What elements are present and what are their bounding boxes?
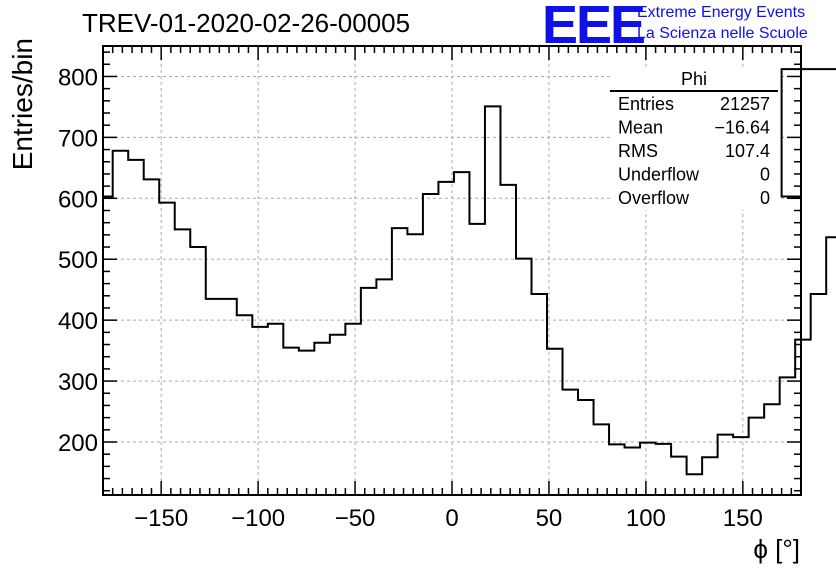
x-tick-labels: −150 −100 −50 0 50 100 150 <box>134 505 763 532</box>
logo-line-1: Extreme Energy Events <box>637 4 806 21</box>
stats-label: Mean <box>618 118 663 138</box>
x-tick-label: −150 <box>134 505 188 532</box>
y-tick-label: 600 <box>58 186 98 213</box>
x-axis-title: ϕ [°] <box>753 534 800 564</box>
y-tick-labels: 200 300 400 500 600 700 800 <box>58 64 98 457</box>
y-tick-label: 300 <box>58 369 98 396</box>
stats-value: 21257 <box>720 94 770 114</box>
logo-line-2: La Scienza nelle Scuole <box>637 25 808 42</box>
stats-label: Entries <box>618 94 674 114</box>
stats-box: Phi Entries 21257 Mean −16.64 RMS 107.4 Underfl… <box>610 68 778 210</box>
x-tick-label: 150 <box>723 505 763 532</box>
stats-label: Underflow <box>618 165 700 185</box>
stats-value: 107.4 <box>725 141 770 161</box>
x-tick-label: −50 <box>335 505 376 532</box>
y-tick-label: 800 <box>58 64 98 91</box>
y-tick-label: 200 <box>58 430 98 457</box>
histogram-title: TREV-01-2020-02-26-00005 <box>82 8 411 38</box>
y-tick-label: 400 <box>58 308 98 335</box>
histogram-line <box>103 68 836 476</box>
stats-value: 0 <box>760 165 770 185</box>
stats-box-name: Phi <box>681 69 707 89</box>
stats-value: −16.64 <box>714 118 770 138</box>
y-tick-label: 500 <box>58 247 98 274</box>
x-tick-label: 100 <box>626 505 666 532</box>
y-axis-title: Entries/bin <box>7 38 38 170</box>
x-tick-label: −100 <box>231 505 285 532</box>
stats-value: 0 <box>760 188 770 208</box>
y-tick-label: 700 <box>58 125 98 152</box>
x-tick-label: 50 <box>536 505 563 532</box>
stats-label: RMS <box>618 141 658 161</box>
x-tick-label: 0 <box>445 505 458 532</box>
stats-label: Overflow <box>618 188 690 208</box>
grid-lines <box>103 46 801 495</box>
axis-ticks <box>103 46 801 495</box>
